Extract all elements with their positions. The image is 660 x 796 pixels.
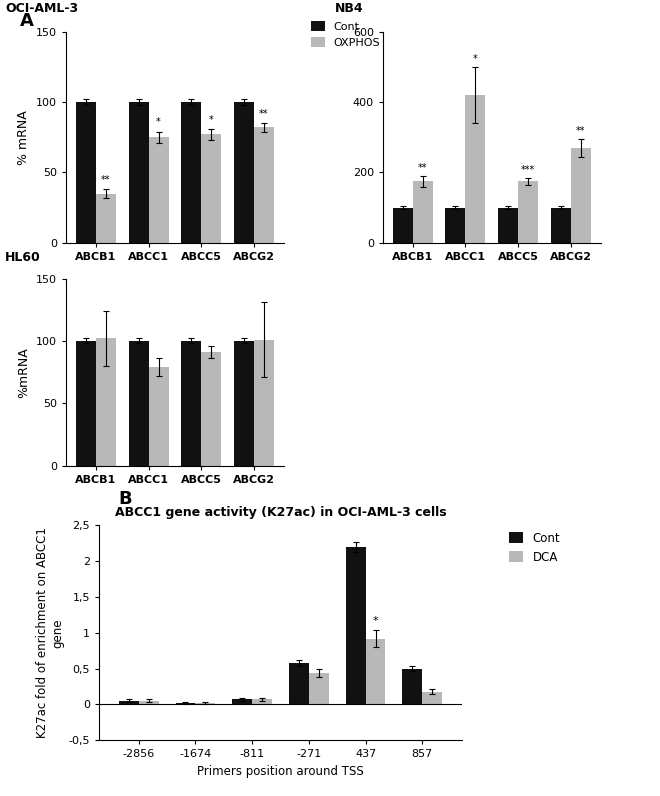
Text: NB4: NB4 (335, 2, 364, 15)
Bar (182, 341, 201, 466)
Bar (201, 135, 221, 243)
Bar (232, 700, 252, 704)
Bar (393, 208, 412, 243)
Bar (498, 208, 518, 243)
Bar (201, 352, 221, 466)
Bar (148, 367, 168, 466)
Bar (76, 341, 96, 466)
Bar (119, 700, 139, 704)
Bar (254, 340, 274, 466)
Bar (195, 703, 215, 704)
Bar (518, 181, 538, 243)
Bar (571, 148, 591, 243)
Bar (289, 663, 309, 704)
Bar (366, 638, 385, 704)
Y-axis label: %mRNA: %mRNA (17, 347, 30, 397)
Text: *: * (209, 115, 214, 125)
Legend: Cont, DCA: Cont, DCA (504, 527, 565, 568)
Text: **: ** (259, 109, 269, 119)
Bar (182, 102, 201, 243)
Bar (96, 193, 116, 243)
Bar (254, 127, 274, 243)
Bar (176, 703, 195, 704)
Text: *: * (473, 54, 478, 64)
Title: ABCC1 gene activity (K27ac) in OCI-AML-3 cells: ABCC1 gene activity (K27ac) in OCI-AML-3… (115, 505, 446, 519)
Bar (129, 102, 149, 243)
Bar (234, 341, 254, 466)
Bar (96, 338, 116, 466)
Text: **: ** (418, 163, 428, 174)
Text: B: B (119, 490, 133, 508)
Bar (234, 102, 254, 243)
Text: ***: *** (521, 165, 535, 175)
Legend: Cont, OXPHOS: Cont, OXPHOS (307, 16, 385, 53)
Text: A: A (20, 12, 34, 30)
Text: **: ** (101, 175, 111, 185)
Y-axis label: % mRNA: % mRNA (17, 110, 30, 165)
Bar (412, 181, 433, 243)
Bar (252, 700, 272, 704)
X-axis label: Primers position around TSS: Primers position around TSS (197, 765, 364, 778)
Bar (139, 700, 158, 704)
Bar (129, 341, 149, 466)
Bar (309, 673, 329, 704)
Bar (346, 547, 366, 704)
Bar (550, 208, 571, 243)
Text: **: ** (576, 127, 585, 136)
Bar (148, 138, 168, 243)
Bar (446, 208, 465, 243)
Text: *: * (156, 118, 161, 127)
Bar (422, 692, 442, 704)
Bar (403, 669, 422, 704)
Text: OCI-AML-3: OCI-AML-3 (5, 2, 78, 15)
Bar (465, 96, 485, 243)
Y-axis label: K27ac fold of enrichment on ABCC1
gene: K27ac fold of enrichment on ABCC1 gene (36, 528, 64, 738)
Text: *: * (373, 616, 378, 626)
Text: HL60: HL60 (5, 251, 41, 263)
Bar (76, 102, 96, 243)
